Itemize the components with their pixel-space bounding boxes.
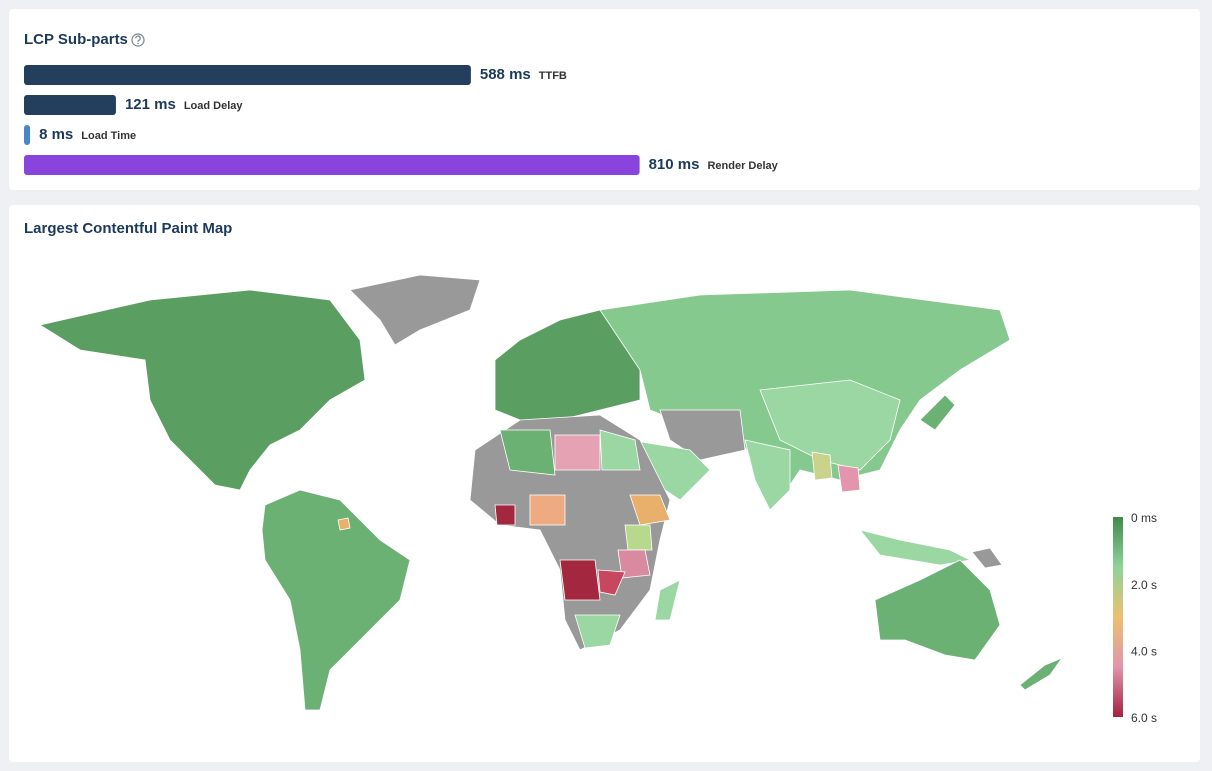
bar-label: Load Delay — [184, 100, 244, 112]
card-title: LCP Sub-parts — [24, 31, 128, 48]
bar-value-label: 588 ms — [480, 66, 531, 83]
card-title: Largest Contentful Paint Map — [24, 220, 232, 237]
bar-value-label: 121 ms — [125, 96, 176, 113]
map-card: Largest Contentful Paint Map — [9, 205, 1200, 762]
bar — [24, 125, 31, 145]
world-map — [38, 274, 1064, 711]
bar — [24, 65, 471, 85]
map-chart: Largest Contentful Paint Map — [24, 220, 1157, 725]
bar-label: TTFB — [539, 70, 567, 82]
bar-label: Load Time — [81, 130, 136, 142]
legend-scale — [1113, 517, 1123, 717]
help-icon[interactable] — [131, 33, 145, 47]
bar-value-label: 810 ms — [649, 156, 700, 173]
legend-tick-label: 6.0 s — [1131, 711, 1157, 725]
legend-tick-label: 2.0 s — [1131, 578, 1157, 592]
bar-label: Render Delay — [707, 160, 778, 172]
legend-tick-label: 0 ms — [1131, 511, 1157, 525]
subparts-card: LCP Sub-parts 588 ms TTFB 121 ms Load Delay… — [9, 9, 1200, 190]
bar-value-label: 8 ms — [39, 126, 73, 143]
bar — [24, 155, 640, 175]
subparts-chart: LCP Sub-parts 588 ms TTFB 121 ms Load Delay… — [24, 31, 779, 175]
bar — [24, 95, 116, 115]
legend-tick-label: 4.0 s — [1131, 645, 1157, 659]
